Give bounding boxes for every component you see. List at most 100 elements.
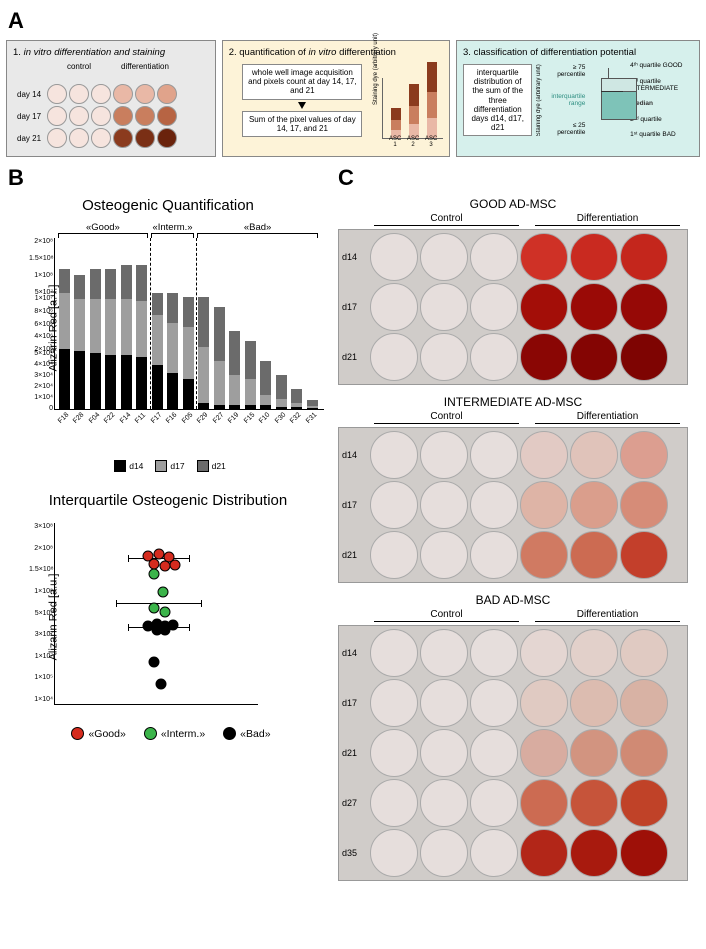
well — [370, 531, 418, 579]
well — [370, 233, 418, 281]
scatter-ytick: 1×10⁴ — [29, 696, 53, 703]
well — [570, 233, 618, 281]
well — [370, 779, 418, 827]
bar-ytick: 2×10⁴ — [29, 383, 53, 390]
panel-a-box2: 2. quantification of in vitro differenti… — [222, 40, 450, 157]
mini-xlabel: ASC 3 — [425, 136, 437, 148]
well-plate: d14d17d21 — [338, 427, 688, 583]
well-plate: d14d17d21 — [338, 229, 688, 385]
well — [420, 629, 468, 677]
bar-ytick: 3×10⁴ — [29, 372, 53, 379]
scatter-title: Interquartile Osteogenic Distribution — [8, 492, 328, 509]
well — [370, 679, 418, 727]
well — [420, 829, 468, 877]
well — [470, 531, 518, 579]
well — [113, 84, 133, 104]
scatter-ytick: 3×10⁸ — [29, 523, 53, 530]
q1-label: 1ˢᵗ quartile BAD — [630, 131, 693, 138]
bar-xlabel: F27 — [212, 411, 225, 424]
plate-subheader: Differentiation — [527, 411, 688, 425]
well — [420, 431, 468, 479]
well — [570, 531, 618, 579]
plate-row-label: d17 — [342, 500, 368, 510]
bar-ytick: 4×10⁶ — [29, 333, 53, 340]
well — [570, 481, 618, 529]
bar-xlabel: F31 — [305, 411, 318, 424]
bar-xlabel: F30 — [274, 411, 287, 424]
legend-item: d21 — [193, 460, 226, 472]
well — [47, 84, 67, 104]
group-bracket: «Interm.» — [151, 222, 194, 238]
q4-label: 4ᵗʰ quartile GOOD — [630, 62, 693, 69]
mini-xlabel: ASC 2 — [407, 136, 419, 148]
group-bracket: «Good» — [58, 222, 148, 238]
plate-row-label: d17 — [342, 302, 368, 312]
box2-mini-chart: Staining dye (arbitrary unit) ASC 1ASC 2… — [382, 78, 443, 139]
bar-ytick: 1×10⁸ — [29, 272, 53, 279]
osteogenic-barchart: Alizarin Red [a.u.] 2×10⁸1.5×10⁸1×10⁸5×1… — [28, 218, 328, 438]
bar-ytick: 8×10⁶ — [29, 308, 53, 315]
plate-row-label: day 21 — [17, 134, 45, 143]
well — [420, 233, 468, 281]
well — [370, 431, 418, 479]
scatter-dot-good — [169, 560, 180, 571]
well-plate: d14d17d21d27d35 — [338, 625, 688, 881]
plate-row-label: d14 — [342, 450, 368, 460]
well — [520, 629, 568, 677]
well — [420, 679, 468, 727]
panel-b: B Osteogenic Quantification Alizarin Red… — [8, 157, 328, 891]
well — [91, 84, 111, 104]
plate-set: GOOD AD-MSCControlDifferentiationd14d17d… — [338, 197, 688, 385]
well — [570, 779, 618, 827]
p75-label: ≥ 75 percentile — [544, 64, 585, 78]
plate-subheader: Control — [366, 411, 527, 425]
well — [570, 729, 618, 777]
well — [470, 629, 518, 677]
well — [69, 84, 89, 104]
group-bracket: «Bad» — [197, 222, 318, 238]
scatter-ytick: 2×10⁸ — [29, 545, 53, 552]
well — [620, 729, 668, 777]
legend-item: d17 — [151, 460, 184, 472]
well — [47, 106, 67, 126]
scatter-ytick: 5×10⁷ — [29, 610, 53, 617]
barchart-title: Osteogenic Quantification — [8, 197, 328, 214]
well — [470, 431, 518, 479]
box1-well-plate: controldifferentiationday 14day 17day 21 — [17, 62, 209, 148]
plate-row-label: d21 — [342, 748, 368, 758]
scatter-ytick: 1×10⁷ — [29, 653, 53, 660]
scatter-dot-bad — [159, 625, 170, 636]
scatter-dot-bad — [149, 657, 160, 668]
plate-subheader: Differentiation — [527, 213, 688, 227]
well — [420, 283, 468, 331]
scatter-dot-bad — [155, 679, 166, 690]
well — [620, 531, 668, 579]
well — [157, 106, 177, 126]
plate-row-label: d35 — [342, 848, 368, 858]
legend-item: d14 — [110, 460, 143, 472]
bar-ytick: 5×10⁴ — [29, 350, 53, 357]
bar-xlabel: F14 — [119, 411, 132, 424]
bar-ytick: 1.5×10⁸ — [29, 255, 53, 262]
mini-xlabel: ASC 1 — [389, 136, 401, 148]
well — [570, 283, 618, 331]
arrow-down-icon — [298, 102, 306, 109]
well — [69, 106, 89, 126]
box2-flow2: Sum of the pixel values of day 14, 17, a… — [242, 111, 362, 137]
bar-ytick: 2×10⁸ — [29, 238, 53, 245]
plate-title: INTERMEDIATE AD-MSC — [338, 395, 688, 409]
q2-label: 2ⁿᵈ quartile — [630, 116, 693, 123]
bar-xlabel: F17 — [150, 411, 163, 424]
p25-label: ≤ 25 percentile — [544, 122, 585, 136]
well — [470, 283, 518, 331]
plate-row-label: day 14 — [17, 90, 45, 99]
panel-a: 1. in vitro differentiation and staining… — [0, 40, 706, 157]
plate-subheader: Control — [366, 213, 527, 227]
plate-row-label: d21 — [342, 352, 368, 362]
well — [420, 481, 468, 529]
well — [620, 431, 668, 479]
well — [113, 128, 133, 148]
scatter-ytick: 1×10⁵ — [29, 674, 53, 681]
bar-ytick: 0 — [29, 405, 53, 412]
bar-xlabel: F10 — [258, 411, 271, 424]
